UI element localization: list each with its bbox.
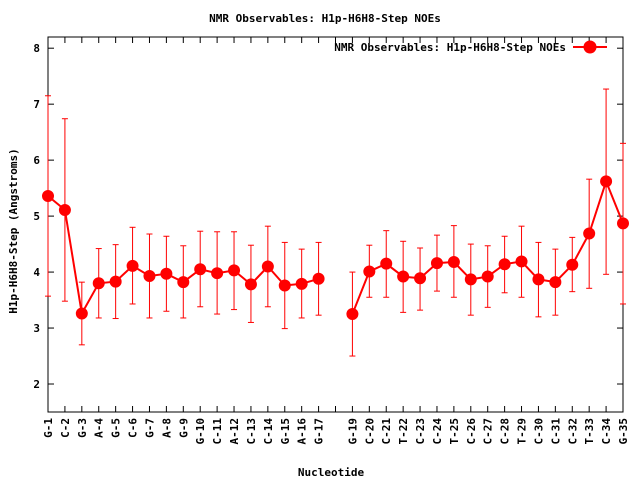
data-point [600, 175, 613, 188]
data-point [126, 259, 139, 272]
x-tick-label: C-20 [363, 418, 376, 445]
data-point [58, 203, 71, 216]
data-point [346, 308, 359, 321]
x-tick-label: G-17 [313, 418, 326, 445]
data-point [515, 255, 528, 268]
y-tick-label: 4 [33, 266, 40, 279]
data-point [481, 270, 494, 283]
x-tick-label: T-29 [516, 418, 529, 445]
plot-frame [47, 36, 624, 413]
data-point [566, 258, 579, 271]
data-point [160, 267, 173, 280]
x-tick-label: C-28 [499, 418, 512, 445]
data-point [363, 265, 376, 278]
data-point [228, 264, 241, 277]
data-point [143, 269, 156, 282]
data-point [244, 278, 257, 291]
data-point [278, 279, 291, 292]
x-tick-label: C-6 [127, 418, 140, 438]
data-point [194, 263, 207, 276]
data-point [295, 277, 308, 290]
y-tick-label: 2 [33, 378, 40, 391]
x-tick-label: A-16 [296, 418, 309, 445]
x-tick-label: G-10 [194, 418, 207, 445]
x-tick-label: A-12 [228, 418, 241, 445]
x-tick-label: C-13 [245, 418, 258, 445]
y-tick-label: 6 [33, 154, 40, 167]
x-tick-label: C-24 [431, 418, 444, 445]
y-axis-label: H1p-H6H8-Step (Angstroms) [7, 148, 20, 314]
legend-label: NMR Observables: H1p-H6H8-Step NOEs [334, 41, 566, 54]
x-tick-label: G-15 [279, 418, 292, 445]
data-point [109, 275, 122, 288]
data-point [177, 276, 190, 289]
x-tick-label: C-30 [532, 418, 545, 445]
data-point [397, 270, 410, 283]
x-tick-label: C-32 [566, 418, 579, 445]
data-point [92, 277, 105, 290]
x-tick-label: G-1 [42, 418, 55, 438]
x-tick-label: C-2 [59, 418, 72, 438]
x-tick-label: G-9 [177, 418, 190, 438]
data-point [498, 258, 511, 271]
x-tick-label: C-31 [549, 418, 562, 445]
x-tick-label: C-23 [414, 418, 427, 445]
legend-marker [583, 40, 597, 54]
y-tick-label: 7 [33, 98, 40, 111]
x-tick-label: C-27 [482, 418, 495, 445]
y-tick-label: 5 [33, 210, 40, 223]
x-tick-label: C-14 [262, 418, 275, 445]
data-point [414, 272, 427, 285]
chart-title: NMR Observables: H1p-H6H8-Step NOEs [209, 12, 441, 25]
plot-area: 2 3 4 5 6 7 8 G-1 C-2 G-3 A-4 G-5 C-6 G-7 A-8 G-9 G-10 C-… [33, 36, 630, 445]
data-point [583, 227, 596, 240]
y-tick-label: 8 [33, 42, 40, 55]
x-tick-label: G-7 [143, 418, 156, 438]
x-tick-label: G-35 [617, 418, 630, 445]
data-point [312, 272, 325, 285]
x-tick-label: G-3 [76, 418, 89, 438]
data-point [617, 217, 629, 230]
data-point [211, 267, 224, 280]
x-tick-label: C-11 [211, 418, 224, 445]
x-tick-label: C-21 [380, 418, 393, 445]
data-point [380, 257, 393, 270]
data-point [261, 260, 274, 273]
data-point [549, 276, 562, 289]
data-point [75, 307, 88, 320]
legend: NMR Observables: H1p-H6H8-Step NOEs [334, 40, 607, 54]
x-tick-label: G-5 [110, 418, 123, 438]
data-point [42, 189, 54, 202]
data-point [447, 256, 460, 268]
x-tick-label: T-25 [448, 418, 461, 445]
x-tick-label: G-19 [346, 418, 359, 445]
x-tick-label: C-34 [600, 418, 613, 445]
x-axis-label: Nucleotide [298, 466, 365, 479]
y-tick-label: 3 [33, 322, 40, 335]
data-point [532, 273, 545, 286]
x-tick-label: A-8 [160, 418, 173, 438]
x-tick-label: A-4 [93, 418, 106, 438]
data-point [430, 257, 443, 270]
x-tick-label: C-26 [465, 418, 478, 445]
x-tick-label: T-33 [583, 418, 596, 445]
x-tick-label: T-22 [397, 418, 410, 445]
data-point [464, 273, 477, 286]
